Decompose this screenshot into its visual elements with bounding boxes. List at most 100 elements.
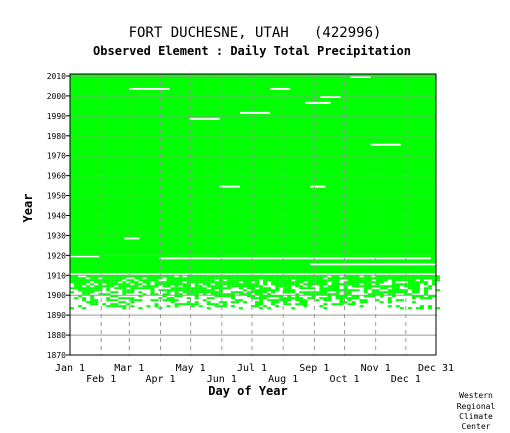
data-cell xyxy=(206,301,211,304)
data-cell xyxy=(202,289,207,292)
data-cell xyxy=(431,279,436,282)
data-cell xyxy=(359,279,364,282)
data-cell xyxy=(395,277,400,280)
data-cell xyxy=(291,297,296,300)
data-cell xyxy=(106,287,111,290)
data-cell xyxy=(98,275,103,278)
data-cell xyxy=(363,277,368,280)
data-cell xyxy=(387,277,392,280)
data-cell xyxy=(347,293,352,296)
data-cell xyxy=(279,279,284,282)
data-cell xyxy=(170,277,175,280)
data-cell xyxy=(259,299,264,302)
data-cell xyxy=(118,279,123,282)
data-cell xyxy=(351,301,356,304)
data-cell xyxy=(275,289,280,292)
data-cell xyxy=(371,295,376,298)
data-cell xyxy=(395,299,400,302)
data-cell xyxy=(407,307,412,310)
data-cell xyxy=(110,281,115,284)
y-tick-label: 1920 xyxy=(47,251,66,260)
data-cell xyxy=(214,295,219,298)
data-cell xyxy=(174,303,179,306)
data-cell xyxy=(355,283,360,286)
data-cell xyxy=(267,277,272,280)
data-cell xyxy=(202,299,207,302)
data-cell xyxy=(146,287,151,290)
data-cell xyxy=(162,293,167,296)
data-cell xyxy=(275,285,280,288)
data-cell xyxy=(307,287,312,290)
data-cell xyxy=(138,295,143,298)
data-cell xyxy=(202,283,207,286)
y-tick-label: 1910 xyxy=(47,271,66,280)
data-cell xyxy=(315,281,320,284)
data-cell xyxy=(174,281,179,284)
data-cell xyxy=(230,277,235,280)
data-cell xyxy=(174,293,179,296)
data-cell xyxy=(371,277,376,280)
data-cell xyxy=(82,277,87,280)
data-cell xyxy=(234,299,239,302)
data-cell xyxy=(335,281,340,284)
data-cell xyxy=(206,307,211,310)
data-cell xyxy=(194,275,199,278)
data-cell xyxy=(331,275,336,278)
data-cell xyxy=(259,295,264,298)
data-cell xyxy=(106,299,111,302)
data-cell xyxy=(387,293,392,296)
data-cell xyxy=(379,281,384,284)
data-cell xyxy=(415,281,420,284)
data-cell xyxy=(230,279,235,282)
data-cell xyxy=(78,287,83,290)
data-cell xyxy=(347,275,352,278)
data-cell xyxy=(255,297,260,300)
data-cell xyxy=(363,299,368,302)
data-cell xyxy=(170,275,175,278)
data-cell xyxy=(226,287,231,290)
data-cell xyxy=(279,275,284,278)
data-cell xyxy=(271,301,276,304)
data-cell xyxy=(291,281,296,284)
data-cell xyxy=(255,291,260,294)
data-cell xyxy=(399,277,404,280)
data-cell xyxy=(351,281,356,284)
data-cell xyxy=(355,297,360,300)
data-cell xyxy=(218,275,223,278)
data-cell xyxy=(134,285,139,288)
data-cell xyxy=(202,291,207,294)
data-cell xyxy=(150,291,155,294)
data-cell xyxy=(226,275,231,278)
data-cell xyxy=(130,275,135,278)
data-cell xyxy=(130,285,135,288)
data-cell xyxy=(351,279,356,282)
data-cell xyxy=(82,299,87,302)
data-cell xyxy=(78,305,83,308)
data-cell xyxy=(351,295,356,298)
data-cell xyxy=(363,283,368,286)
data-cell xyxy=(218,289,223,292)
data-cell xyxy=(242,277,247,280)
data-cell xyxy=(114,283,119,286)
data-cell xyxy=(246,293,251,296)
data-cell xyxy=(287,285,292,288)
data-cell xyxy=(246,277,251,280)
data-cell xyxy=(162,283,167,286)
data-cell xyxy=(335,293,340,296)
data-cell xyxy=(259,285,264,288)
missing-data-strip xyxy=(189,117,220,120)
chart-title: FORT DUCHESNE, UTAH (422996) xyxy=(129,25,382,41)
data-cell xyxy=(267,307,272,310)
data-cell xyxy=(154,285,159,288)
data-cell xyxy=(407,283,412,286)
data-cell xyxy=(287,289,292,292)
data-cell xyxy=(275,301,280,304)
data-cell xyxy=(283,285,288,288)
data-cell xyxy=(210,285,215,288)
data-cell xyxy=(246,291,251,294)
data-cell xyxy=(146,277,151,280)
data-cell xyxy=(178,281,183,284)
data-cell xyxy=(367,283,372,286)
data-cell xyxy=(186,301,191,304)
data-cell xyxy=(419,307,424,310)
